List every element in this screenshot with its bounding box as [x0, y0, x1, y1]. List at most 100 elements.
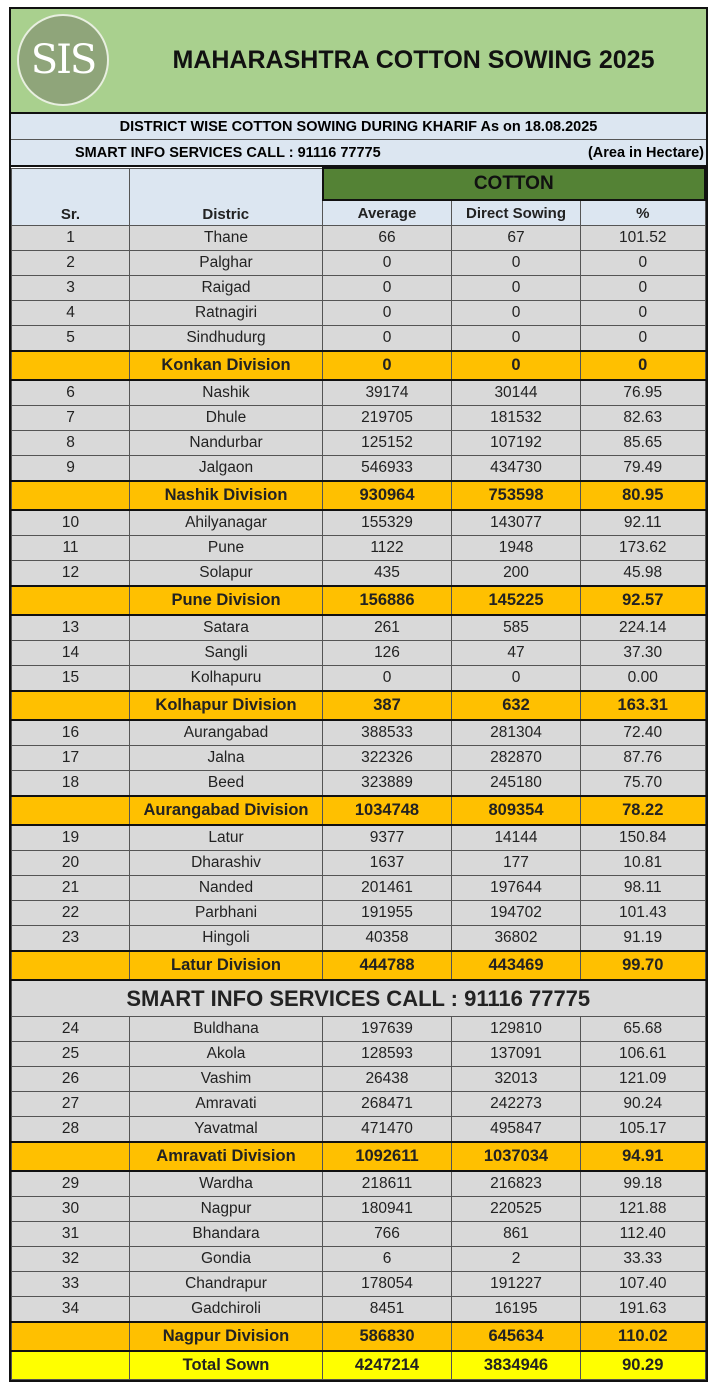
cell-sr: 30 [11, 1196, 130, 1222]
cell-district: Aurangabad Division [129, 795, 323, 826]
contact-row: SMART INFO SERVICES CALL : 91116 77775 (… [11, 140, 706, 167]
cell-percent: 0 [580, 275, 706, 301]
cell-district: Latur [129, 824, 323, 851]
cell-average: 0 [322, 250, 452, 276]
cell-percent: 121.88 [580, 1196, 706, 1222]
cell-direct-sowing: 32013 [451, 1066, 581, 1092]
cell-direct-sowing: 191227 [451, 1271, 581, 1297]
cell-district: Thane [129, 225, 323, 251]
cell-district: Nashik [129, 379, 323, 406]
cell-direct-sowing: 632 [451, 690, 581, 721]
table-row: 20 Dharashiv 1637 177 10.81 [11, 850, 706, 876]
cell-percent: 90.29 [580, 1350, 706, 1380]
cell-district: Akola [129, 1041, 323, 1067]
cell-sr: 6 [11, 379, 130, 406]
cell-district: Latur Division [129, 950, 323, 981]
cell-direct-sowing: 282870 [451, 745, 581, 771]
cell-direct-sowing: 30144 [451, 379, 581, 406]
cell-district: Beed [129, 770, 323, 797]
cell-sr [11, 1350, 130, 1380]
cell-sr: 19 [11, 824, 130, 851]
cell-average: 1092611 [322, 1141, 452, 1172]
cell-direct-sowing: 143077 [451, 509, 581, 536]
col-header-direct-sowing: Direct Sowing [451, 199, 581, 226]
cell-average: 766 [322, 1221, 452, 1247]
cell-direct-sowing: 0 [451, 275, 581, 301]
table-row: 23 Hingoli 40358 36802 91.19 [11, 925, 706, 952]
cell-direct-sowing: 645634 [451, 1321, 581, 1352]
contact-banner: SMART INFO SERVICES CALL : 91116 77775 [11, 979, 706, 1017]
division-row: Latur Division 444788 443469 99.70 [11, 950, 706, 981]
sowing-table: Sr. Distric COTTON Average Direct Sowing… [11, 167, 706, 1380]
cell-district: Nagpur Division [129, 1321, 323, 1352]
table-row: 16 Aurangabad 388533 281304 72.40 [11, 719, 706, 746]
cell-average: 218611 [322, 1170, 452, 1197]
cell-average: 0 [322, 300, 452, 326]
cell-percent: 98.11 [580, 875, 706, 901]
cell-direct-sowing: 0 [451, 350, 581, 381]
cell-percent: 99.18 [580, 1170, 706, 1197]
division-row: Pune Division 156886 145225 92.57 [11, 585, 706, 616]
cell-district: Pune Division [129, 585, 323, 616]
cell-average: 128593 [322, 1041, 452, 1067]
cell-average: 180941 [322, 1196, 452, 1222]
cell-direct-sowing: 585 [451, 614, 581, 641]
cell-percent: 99.70 [580, 950, 706, 981]
cell-sr: 23 [11, 925, 130, 952]
cell-sr: 29 [11, 1170, 130, 1197]
table-row: 10 Ahilyanagar 155329 143077 92.11 [11, 509, 706, 536]
division-row: Amravati Division 1092611 1037034 94.91 [11, 1141, 706, 1172]
cell-district: Chandrapur [129, 1271, 323, 1297]
cell-district: Nashik Division [129, 480, 323, 511]
cell-direct-sowing: 434730 [451, 455, 581, 482]
cell-district: Kolhapuru [129, 665, 323, 692]
cell-percent: 0 [580, 250, 706, 276]
cell-district: Hingoli [129, 925, 323, 952]
subtitle: DISTRICT WISE COTTON SOWING DURING KHARI… [11, 114, 706, 140]
cell-percent: 79.49 [580, 455, 706, 482]
table-row: 22 Parbhani 191955 194702 101.43 [11, 900, 706, 926]
cell-direct-sowing: 129810 [451, 1016, 581, 1042]
cell-district: Gondia [129, 1246, 323, 1272]
cell-direct-sowing: 281304 [451, 719, 581, 746]
cell-sr [11, 480, 130, 511]
cell-direct-sowing: 809354 [451, 795, 581, 826]
cell-percent: 80.95 [580, 480, 706, 511]
table-row: 33 Chandrapur 178054 191227 107.40 [11, 1271, 706, 1297]
cell-percent: 173.62 [580, 535, 706, 561]
cell-percent: 37.30 [580, 640, 706, 666]
cell-district: Nandurbar [129, 430, 323, 456]
cell-sr: 13 [11, 614, 130, 641]
col-header-percent: % [580, 199, 706, 226]
cell-percent: 85.65 [580, 430, 706, 456]
cell-direct-sowing: 16195 [451, 1296, 581, 1323]
table-row: 28 Yavatmal 471470 495847 105.17 [11, 1116, 706, 1143]
cell-average: 1034748 [322, 795, 452, 826]
cell-percent: 33.33 [580, 1246, 706, 1272]
table-body: 1 Thane 66 67 101.52 2 Palghar 0 0 0 3 Raigad 0 0 0 4 Ra… [11, 225, 706, 1380]
table-row: 19 Latur 9377 14144 150.84 [11, 824, 706, 851]
cell-district: Parbhani [129, 900, 323, 926]
cell-direct-sowing: 245180 [451, 770, 581, 797]
table-row: 15 Kolhapuru 0 0 0.00 [11, 665, 706, 692]
cell-sr [11, 1141, 130, 1172]
cell-average: 178054 [322, 1271, 452, 1297]
table-row: 14 Sangli 126 47 37.30 [11, 640, 706, 666]
cell-district: Amravati [129, 1091, 323, 1117]
cell-sr: 27 [11, 1091, 130, 1117]
table-row: 27 Amravati 268471 242273 90.24 [11, 1091, 706, 1117]
cell-average: 261 [322, 614, 452, 641]
cell-average: 471470 [322, 1116, 452, 1143]
page-title: MAHARASHTRA COTTON SOWING 2025 [172, 46, 655, 74]
cell-percent: 101.43 [580, 900, 706, 926]
cell-sr: 33 [11, 1271, 130, 1297]
table-row: 29 Wardha 218611 216823 99.18 [11, 1170, 706, 1197]
cell-direct-sowing: 220525 [451, 1196, 581, 1222]
logo-text: SIS [30, 37, 98, 83]
cell-average: 388533 [322, 719, 452, 746]
cell-average: 155329 [322, 509, 452, 536]
cell-sr: 4 [11, 300, 130, 326]
cell-percent: 191.63 [580, 1296, 706, 1323]
cell-direct-sowing: 753598 [451, 480, 581, 511]
cell-direct-sowing: 137091 [451, 1041, 581, 1067]
